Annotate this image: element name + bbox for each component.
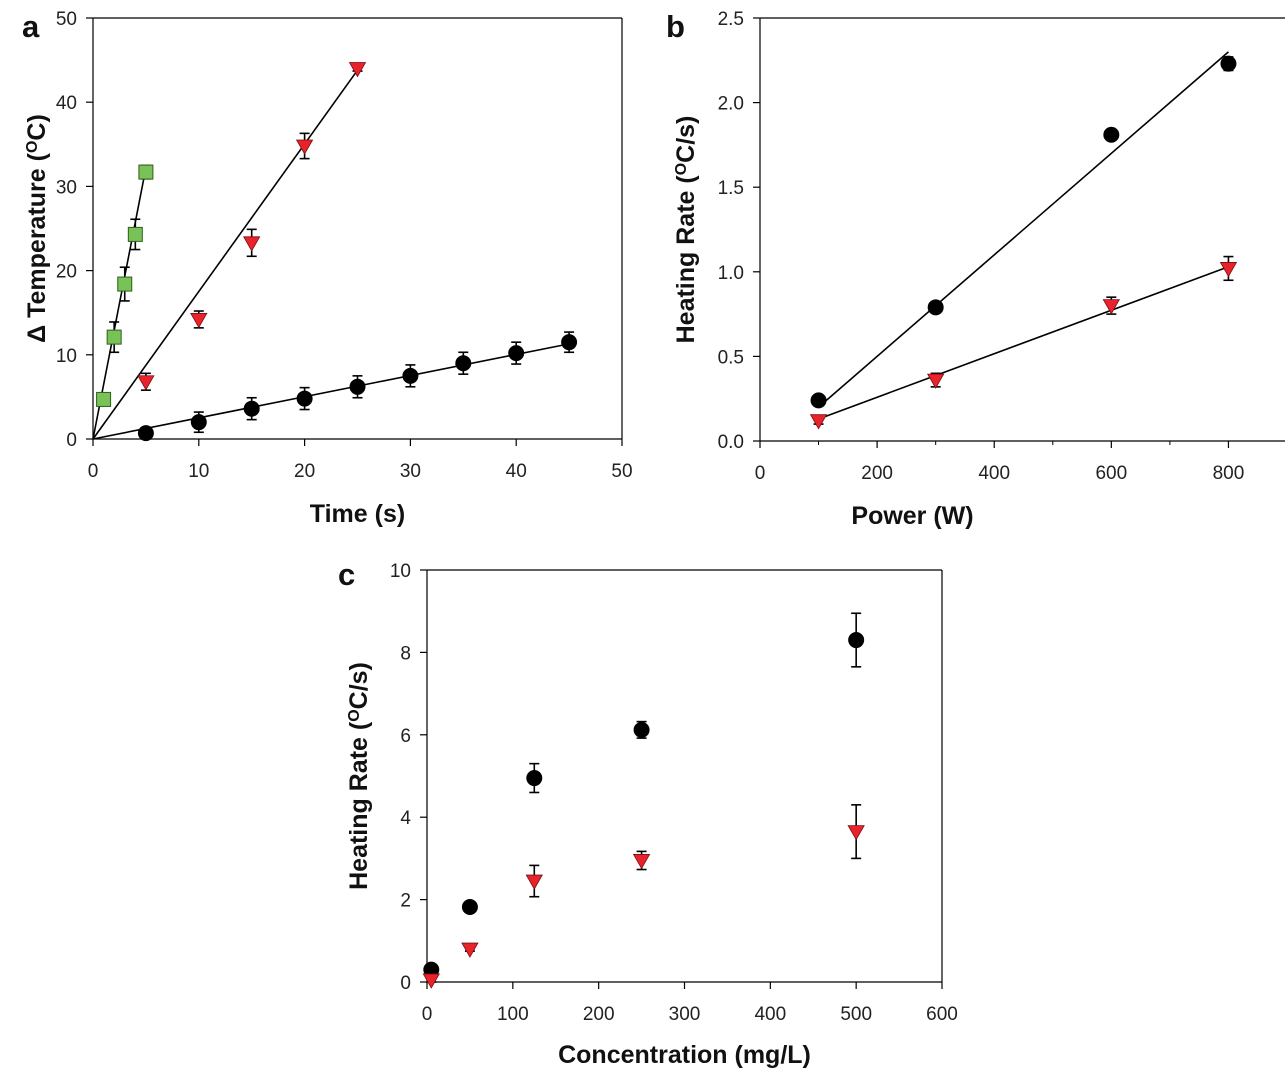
y-tick-label: 10 — [56, 346, 77, 367]
data-point-circle — [526, 770, 543, 787]
y-axis-title-part: Δ Temperature ( — [23, 152, 51, 342]
y-tick-label: 8 — [400, 643, 411, 664]
data-point-circle — [349, 378, 366, 395]
x-tick-label: 400 — [978, 463, 1010, 484]
x-axis-title: Power (W) — [851, 502, 973, 530]
x-tick-label: 500 — [840, 1004, 872, 1025]
data-point-circle — [927, 299, 944, 316]
y-tick-label: 40 — [56, 93, 77, 114]
data-point-triangle — [190, 313, 208, 329]
fit-line — [818, 265, 1229, 420]
x-tick-label: 600 — [1095, 463, 1127, 484]
y-axis-title-superscript: O — [346, 709, 363, 721]
data-point-triangle — [1219, 262, 1238, 278]
fit-line — [92, 343, 570, 440]
data-point-circle — [508, 345, 525, 362]
y-tick-label: 0.0 — [718, 432, 744, 453]
data-point-circle — [137, 425, 154, 442]
panel-label-b: b — [666, 9, 685, 44]
panel-b: b 0 200 400 600 800 0.0 0.5 1.0 1.5 2.0 2.5 Power (… — [666, 9, 1285, 530]
data-point-circle — [1103, 126, 1120, 143]
x-tick-label: 100 — [497, 1004, 529, 1025]
panel-label-a: a — [22, 9, 40, 44]
data-point-square — [127, 226, 143, 242]
y-axis-title-part: Heating Rate ( — [672, 175, 700, 344]
x-tick-label: 200 — [861, 463, 893, 484]
x-tick-label: 50 — [611, 461, 632, 482]
data-point-triangle — [137, 375, 155, 391]
y-tick-label: 1.5 — [718, 178, 744, 199]
fit-line — [92, 69, 359, 440]
data-point-circle — [1220, 55, 1237, 72]
data-point-square — [96, 391, 112, 407]
data-point-triangle — [525, 874, 543, 890]
x-tick-label: 0 — [755, 463, 766, 484]
y-tick-label: 50 — [56, 9, 77, 30]
panel-label-c: c — [338, 557, 355, 592]
fit-line — [818, 51, 1229, 408]
data-point-square — [138, 164, 154, 180]
x-tick-label: 0 — [422, 1004, 433, 1025]
data-point-triangle — [809, 414, 828, 430]
data-point-triangle — [348, 62, 367, 78]
y-axis-title-superscript: O — [673, 163, 690, 175]
y-tick-label: 30 — [56, 177, 77, 198]
y-axis-title: Δ Temperature (OC) — [23, 114, 51, 343]
data-point-circle — [848, 632, 865, 649]
x-tick-label: 600 — [926, 1004, 958, 1025]
y-axis-title-part: Heating Rate ( — [345, 721, 373, 890]
x-tick-label: 300 — [669, 1004, 701, 1025]
y-tick-label: 1.0 — [718, 263, 744, 284]
x-tick-label: 0 — [88, 461, 99, 482]
y-tick-label: 20 — [56, 262, 77, 283]
y-axis-title-part: C) — [23, 114, 51, 140]
y-tick-label: 2 — [400, 891, 411, 912]
data-point-triangle — [1102, 299, 1121, 315]
y-tick-label: 2.0 — [718, 94, 744, 115]
y-tick-label: 0.5 — [718, 347, 744, 368]
y-tick-label: 6 — [400, 726, 411, 747]
y-tick-label: 10 — [390, 561, 411, 582]
data-point-circle — [296, 390, 313, 407]
y-axis-title-part: C/s) — [672, 116, 700, 163]
y-tick-label: 2.5 — [718, 9, 744, 30]
x-tick-label: 200 — [583, 1004, 615, 1025]
data-point-triangle — [847, 825, 865, 841]
data-point-triangle — [422, 973, 440, 989]
data-point-circle — [810, 392, 827, 409]
data-point-triangle — [926, 373, 945, 389]
x-axis-title: Time (s) — [310, 500, 405, 528]
data-point-circle — [190, 414, 207, 431]
data-point-triangle — [295, 139, 314, 155]
panel-a: a 0 10 20 30 40 50 0 10 20 30 40 50 Time (s) Δ Temper… — [22, 9, 633, 528]
y-axis-title: Heating Rate (OC/s) — [672, 116, 700, 344]
x-tick-label: 10 — [188, 461, 209, 482]
data-point-circle — [402, 367, 419, 384]
x-axis-title: Concentration (mg/L) — [558, 1041, 811, 1069]
data-point-circle — [243, 400, 260, 417]
data-point-circle — [633, 721, 650, 738]
data-point-circle — [461, 899, 478, 916]
data-point-square — [117, 276, 133, 292]
y-tick-label: 0 — [400, 973, 411, 994]
y-axis-title: Heating Rate (OC/s) — [345, 662, 373, 890]
x-tick-label: 400 — [754, 1004, 786, 1025]
data-point-circle — [561, 334, 578, 351]
data-point-triangle — [632, 854, 651, 870]
data-point-circle — [455, 355, 472, 372]
y-axis-title-superscript: O — [24, 141, 41, 153]
x-tick-label: 40 — [506, 461, 527, 482]
y-tick-label: 4 — [400, 808, 411, 829]
panel-c: c 0 100 200 300 400 500 600 0 2 4 6 8 10 Concentratio… — [338, 557, 958, 1069]
data-point-triangle — [461, 942, 479, 958]
y-axis-title-part: C/s) — [345, 662, 373, 709]
y-tick-label: 0 — [66, 430, 77, 451]
x-tick-label: 800 — [1213, 463, 1245, 484]
x-tick-label: 20 — [294, 461, 315, 482]
x-tick-label: 30 — [400, 461, 421, 482]
data-point-triangle — [243, 236, 261, 252]
data-point-square — [106, 329, 122, 345]
